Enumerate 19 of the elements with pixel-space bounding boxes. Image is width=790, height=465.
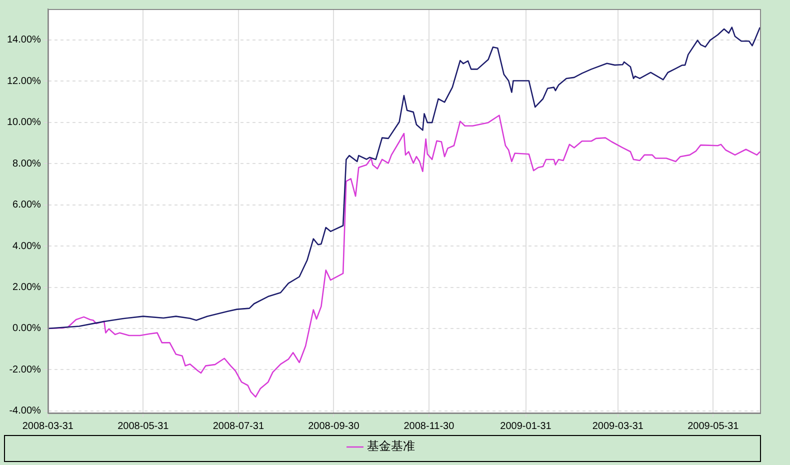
y-tick-label: 10.00% <box>6 117 42 128</box>
x-tick-label: 2009-01-31 <box>500 420 552 432</box>
y-tick-label: 6.00% <box>12 200 42 211</box>
x-tick-label: 2008-05-31 <box>118 420 170 432</box>
y-tick-label: -4.00% <box>9 406 42 417</box>
y-tick-label: 8.00% <box>12 158 42 170</box>
y-tick-label: 12.00% <box>6 76 42 87</box>
x-tick-label: 2008-03-31 <box>22 420 74 432</box>
x-tick-label: 2009-05-31 <box>688 420 740 432</box>
x-tick-label: 2009-03-31 <box>592 420 644 432</box>
x-tick-label: 2008-09-30 <box>308 420 360 432</box>
x-tick-label: 2008-11-30 <box>404 420 455 432</box>
y-tick-label: 4.00% <box>12 240 42 252</box>
x-tick-label: 2008-07-31 <box>212 420 264 432</box>
legend-label: 基金基准 <box>367 439 415 454</box>
y-tick-label: 0.00% <box>12 323 42 334</box>
y-tick-label: 2.00% <box>12 282 42 294</box>
y-tick-label: -2.00% <box>9 364 42 376</box>
y-tick-label: 14.00% <box>6 34 42 46</box>
